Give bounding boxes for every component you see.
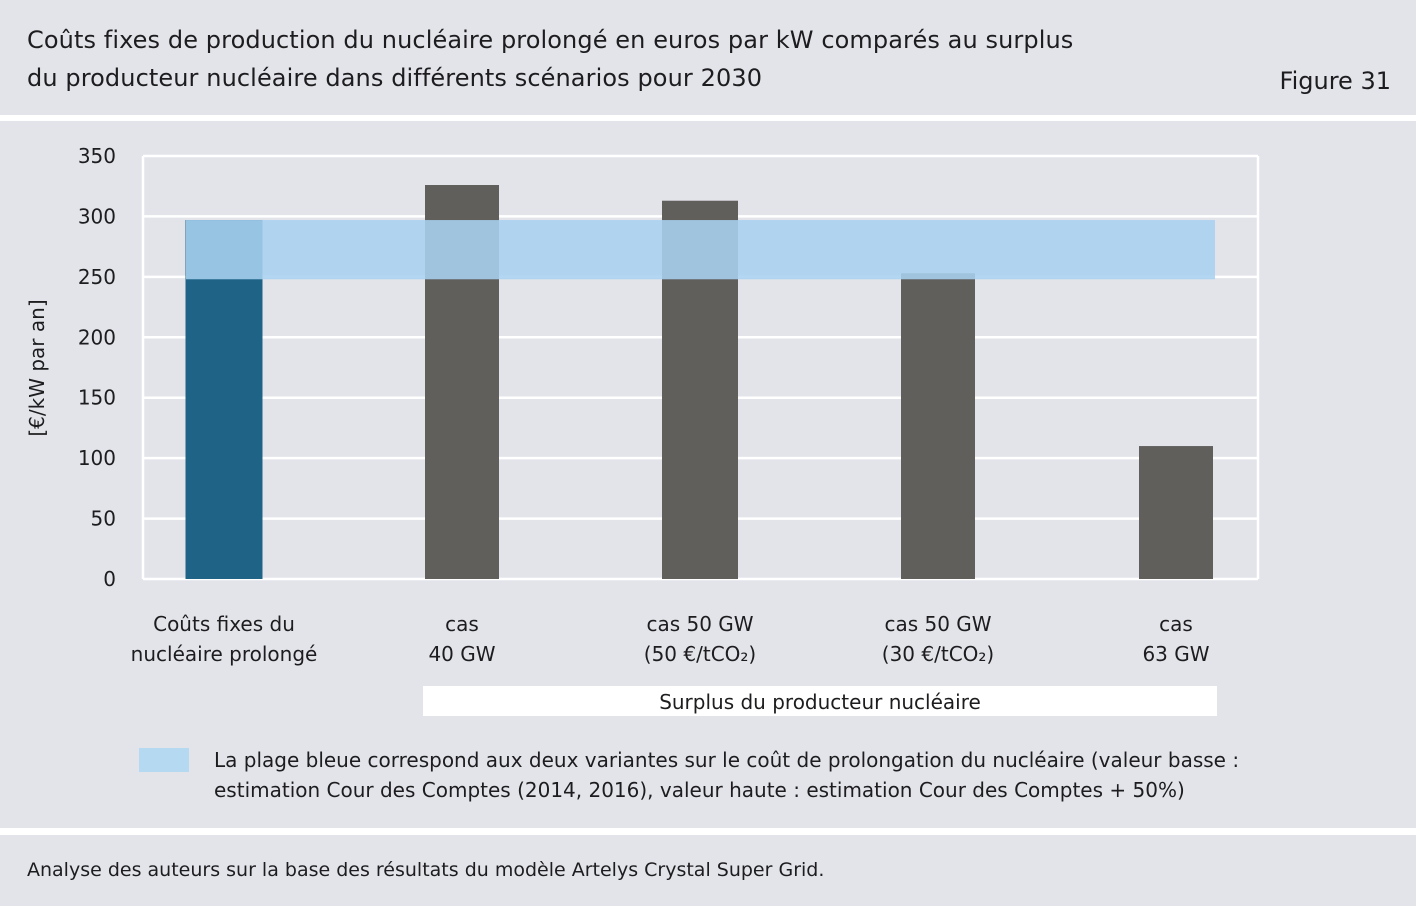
y-tick-label: 150 [78,386,116,410]
x-category-label-line-1: cas 50 GW [884,612,992,636]
cost-range-band-rect [186,220,1215,280]
x-category-label-line-1: cas [1159,612,1193,636]
x-category-label-line-2: 40 GW [428,642,496,666]
x-category-label: cas 50 GW (50 €/tCO₂) [644,609,756,669]
chart-title-line-2: du producteur nucléaire dans différents … [27,64,763,92]
x-category-label: cas 63 GW [1142,609,1209,669]
y-axis-ticks: 0 50 100 150 200 250 300 350 [78,144,116,591]
cost-range-band [186,220,1215,280]
y-tick-label: 50 [91,507,116,531]
figure-number: Figure 31 [1279,67,1391,95]
footer-band [0,835,1416,906]
bar-chart: 0 50 100 150 200 250 300 350 [€/kW par an] [25,144,1260,591]
y-axis-label: [€/kW par an] [25,299,49,436]
y-tick-label: 200 [78,325,116,349]
x-category-label-line-2: 63 GW [1142,642,1210,666]
y-tick-label: 100 [78,446,116,470]
chart-title-line-1: Coûts fixes de production du nucléaire p… [27,26,1074,54]
plot-frame [141,156,1260,579]
surplus-group-label: Surplus du producteur nucléaire [423,686,1217,716]
header-band [0,0,1416,115]
legend-swatch [139,748,189,772]
x-category-label: cas 40 GW [428,609,495,669]
source-note: Analyse des auteurs sur la base des résu… [27,859,825,881]
x-category-label-line-1: cas 50 GW [646,612,754,636]
x-category-label-line-1: cas [445,612,479,636]
legend-text-line-2: estimation Cour des Comptes (2014, 2016)… [214,778,1185,802]
y-tick-label: 0 [103,567,116,591]
y-tick-label: 300 [78,204,116,228]
x-category-label: cas 50 GW (30 €/tCO₂) [882,609,994,669]
x-category-label-line-2: nucléaire prolongé [130,642,318,666]
x-category-label-line-1: Coûts fixes du [153,612,295,636]
bar-4 [1139,446,1213,579]
y-tick-label: 350 [78,144,116,168]
y-tick-label: 250 [78,265,116,289]
x-category-label-line-2: (30 €/tCO₂) [881,642,995,666]
legend-text-line-1: La plage bleue correspond aux deux varia… [214,748,1240,772]
bar-3 [901,273,975,579]
bar-0 [185,220,263,579]
x-category-label: Coûts fixes du nucléaire prolongé [131,609,318,669]
x-category-label-line-2: (50 €/tCO₂) [643,642,757,666]
